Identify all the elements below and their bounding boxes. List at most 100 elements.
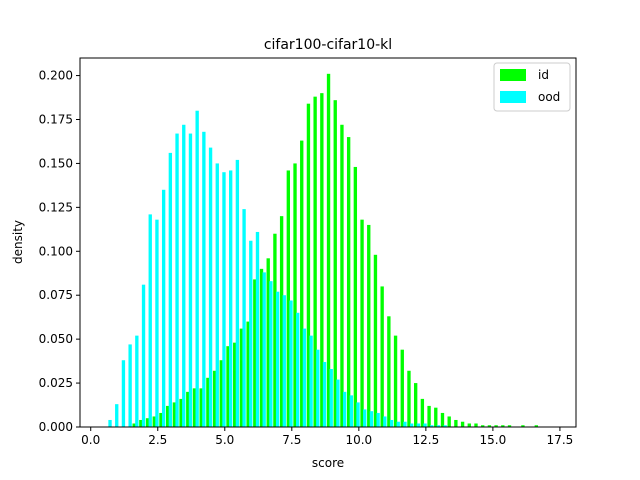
bar-id [239, 328, 244, 427]
bar-id [273, 233, 277, 427]
bar-ood [208, 147, 213, 427]
bar-id [367, 224, 371, 427]
x-tick-label: 15.0 [480, 433, 507, 447]
bar-id [199, 388, 203, 427]
bar-ood [161, 189, 166, 427]
bar-ood [255, 231, 260, 427]
bar-ood [135, 335, 139, 427]
bar-id [233, 342, 237, 427]
bar-id [521, 425, 525, 427]
x-tick-label: 12.5 [413, 433, 440, 447]
bar-ood [242, 209, 246, 427]
bar-ood [148, 214, 152, 427]
bar-ood [188, 133, 193, 428]
bar-ood [215, 163, 219, 427]
bar-id [333, 100, 337, 428]
bar-id [266, 258, 270, 427]
bar-ood [222, 172, 226, 427]
bar-ood [108, 419, 112, 427]
bar-ood [443, 425, 447, 427]
bar-id [380, 286, 384, 427]
bar-ood [275, 291, 280, 427]
x-tick-label: 10.0 [345, 433, 372, 447]
bar-id [313, 96, 317, 428]
bar-ood [289, 300, 293, 427]
bar-id [534, 425, 538, 427]
bar-id [320, 93, 324, 428]
bar-id [246, 321, 250, 427]
bar-ood [249, 240, 253, 427]
bar-ood [430, 425, 434, 427]
bar-id [393, 335, 398, 427]
x-tick-label: 2.5 [148, 433, 167, 447]
bar-ood [141, 284, 146, 427]
bar-ood [202, 131, 206, 428]
legend-swatch-id [500, 69, 526, 81]
bar-ood [423, 423, 427, 427]
bar-id [159, 412, 163, 427]
bar-id [487, 425, 492, 427]
bar-ood [182, 124, 186, 428]
bar-ood [342, 391, 347, 427]
bar-id [286, 170, 290, 427]
bar-id [226, 346, 230, 427]
bar-id [300, 140, 304, 428]
bar-id [179, 398, 183, 427]
bar-id [219, 360, 223, 427]
bar-ood [296, 312, 300, 427]
bar-id [434, 407, 438, 427]
bar-ood [436, 425, 441, 427]
bar-ood [389, 419, 394, 427]
y-tick-label: 0.175 [39, 113, 73, 127]
y-tick-label: 0.000 [39, 420, 73, 434]
bar-id [494, 425, 498, 427]
bar-ood [262, 272, 266, 427]
bar-id [467, 423, 471, 427]
y-tick-label: 0.050 [39, 332, 73, 346]
bar-ood [416, 423, 421, 427]
bar-id [346, 137, 351, 428]
y-tick-label: 0.075 [39, 288, 73, 302]
bar-id [360, 219, 364, 427]
bar-ood [383, 416, 387, 427]
bar-ood [329, 369, 333, 427]
bar-id [152, 416, 156, 427]
bar-id [192, 388, 197, 427]
y-tick-label: 0.150 [39, 156, 73, 170]
bar-id [420, 398, 425, 427]
legend: id ood [493, 62, 571, 112]
bar-id [460, 421, 465, 427]
bar-id [353, 166, 358, 427]
bar-id [501, 425, 505, 427]
x-axis-ticks: 0.0 2.5 5.0 7.5 10.0 12.5 15.0 17.5 [81, 427, 573, 447]
bar-id [172, 402, 177, 427]
plot-frame [79, 57, 577, 428]
bar-id [279, 216, 284, 427]
bar-id [132, 423, 136, 427]
bar-id [259, 268, 264, 427]
bar-ood [269, 281, 273, 427]
x-tick-label: 0.0 [81, 433, 100, 447]
bar-id [481, 425, 485, 427]
bar-id [413, 383, 418, 427]
bar-ood [175, 133, 179, 428]
bar-id [139, 419, 143, 427]
bar-ood [282, 295, 286, 427]
bar-ood [322, 361, 327, 427]
bar-id [186, 391, 190, 427]
bar-id [206, 377, 210, 427]
y-axis-label: density [11, 220, 25, 264]
legend-label-ood: ood [538, 90, 560, 104]
bar-id [387, 316, 391, 427]
x-tick-label: 7.5 [282, 433, 301, 447]
bar-id [407, 370, 411, 427]
bar-ood [128, 344, 132, 427]
bar-ood [235, 159, 240, 427]
y-tick-label: 0.100 [39, 244, 73, 258]
y-tick-label: 0.025 [39, 376, 73, 390]
bar-id [145, 418, 150, 427]
bar-ood [309, 335, 313, 427]
bar-ood [403, 421, 407, 427]
bar-id [293, 163, 297, 427]
bar-ood [369, 411, 374, 427]
